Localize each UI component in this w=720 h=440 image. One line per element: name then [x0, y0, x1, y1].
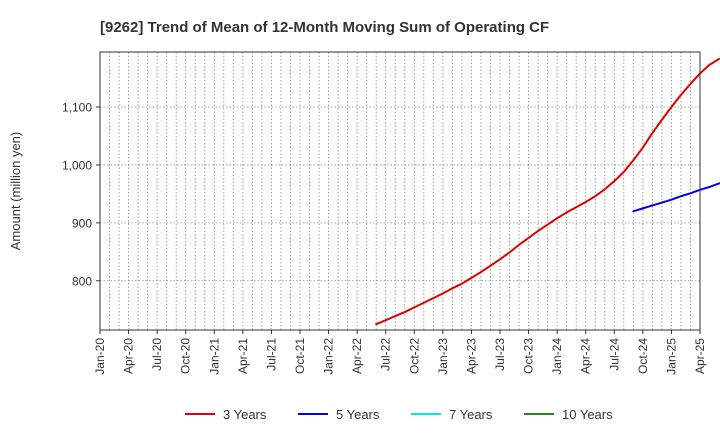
chart-title: [9262] Trend of Mean of 12-Month Moving … — [100, 19, 549, 36]
series-group — [375, 57, 720, 326]
x-tick-label: Oct-21 — [293, 338, 307, 374]
x-tick-label: Oct-24 — [636, 338, 650, 374]
x-tick-label: Apr-21 — [236, 338, 250, 374]
y-tick-label: 1,100 — [62, 101, 92, 115]
grid — [100, 52, 700, 330]
x-tick-label: Jul-22 — [379, 338, 393, 371]
y-tick-label: 1,000 — [62, 158, 92, 172]
x-tick-label: Jul-20 — [150, 338, 164, 371]
y-tick-label: 900 — [72, 216, 92, 230]
x-tick-label: Jan-22 — [322, 338, 336, 375]
legend: 3 Years 5 Years 7 Years 10 Years — [185, 407, 613, 422]
legend-label: 7 Years — [449, 407, 493, 422]
series-line-3-years — [375, 57, 720, 326]
x-tick-label: Apr-25 — [693, 338, 707, 374]
x-tick-label: Jan-20 — [93, 338, 107, 375]
x-tick-label: Oct-22 — [407, 338, 421, 374]
x-tick-label: Oct-20 — [179, 338, 193, 374]
y-tick-labels: 800 900 1,000 1,100 — [62, 101, 100, 288]
x-tick-label: Jan-24 — [550, 338, 564, 375]
y-axis-label: Amount (million yen) — [8, 132, 23, 251]
x-tick-label: Jul-24 — [607, 338, 621, 371]
x-tick-labels: Jan-20 Apr-20 Jul-20 Oct-20 Jan-21 Apr-21 Jul-… — [93, 330, 707, 375]
x-tick-label: Oct-23 — [522, 338, 536, 374]
y-tick-label: 800 — [72, 274, 92, 288]
legend-label: 3 Years — [223, 407, 267, 422]
x-tick-label: Apr-20 — [122, 338, 136, 374]
series-line-5-years — [632, 182, 720, 213]
x-tick-label: Jan-21 — [207, 338, 221, 375]
x-tick-label: Jan-25 — [664, 338, 678, 375]
x-tick-label: Jul-23 — [493, 338, 507, 371]
x-tick-label: Jan-23 — [436, 338, 450, 375]
x-tick-label: Apr-23 — [464, 338, 478, 374]
x-tick-label: Jul-21 — [264, 338, 278, 371]
legend-label: 5 Years — [336, 407, 380, 422]
plot-frame — [99, 51, 701, 331]
x-tick-label: Apr-22 — [350, 338, 364, 374]
x-tick-label: Apr-24 — [579, 338, 593, 374]
legend-label: 10 Years — [562, 407, 613, 422]
